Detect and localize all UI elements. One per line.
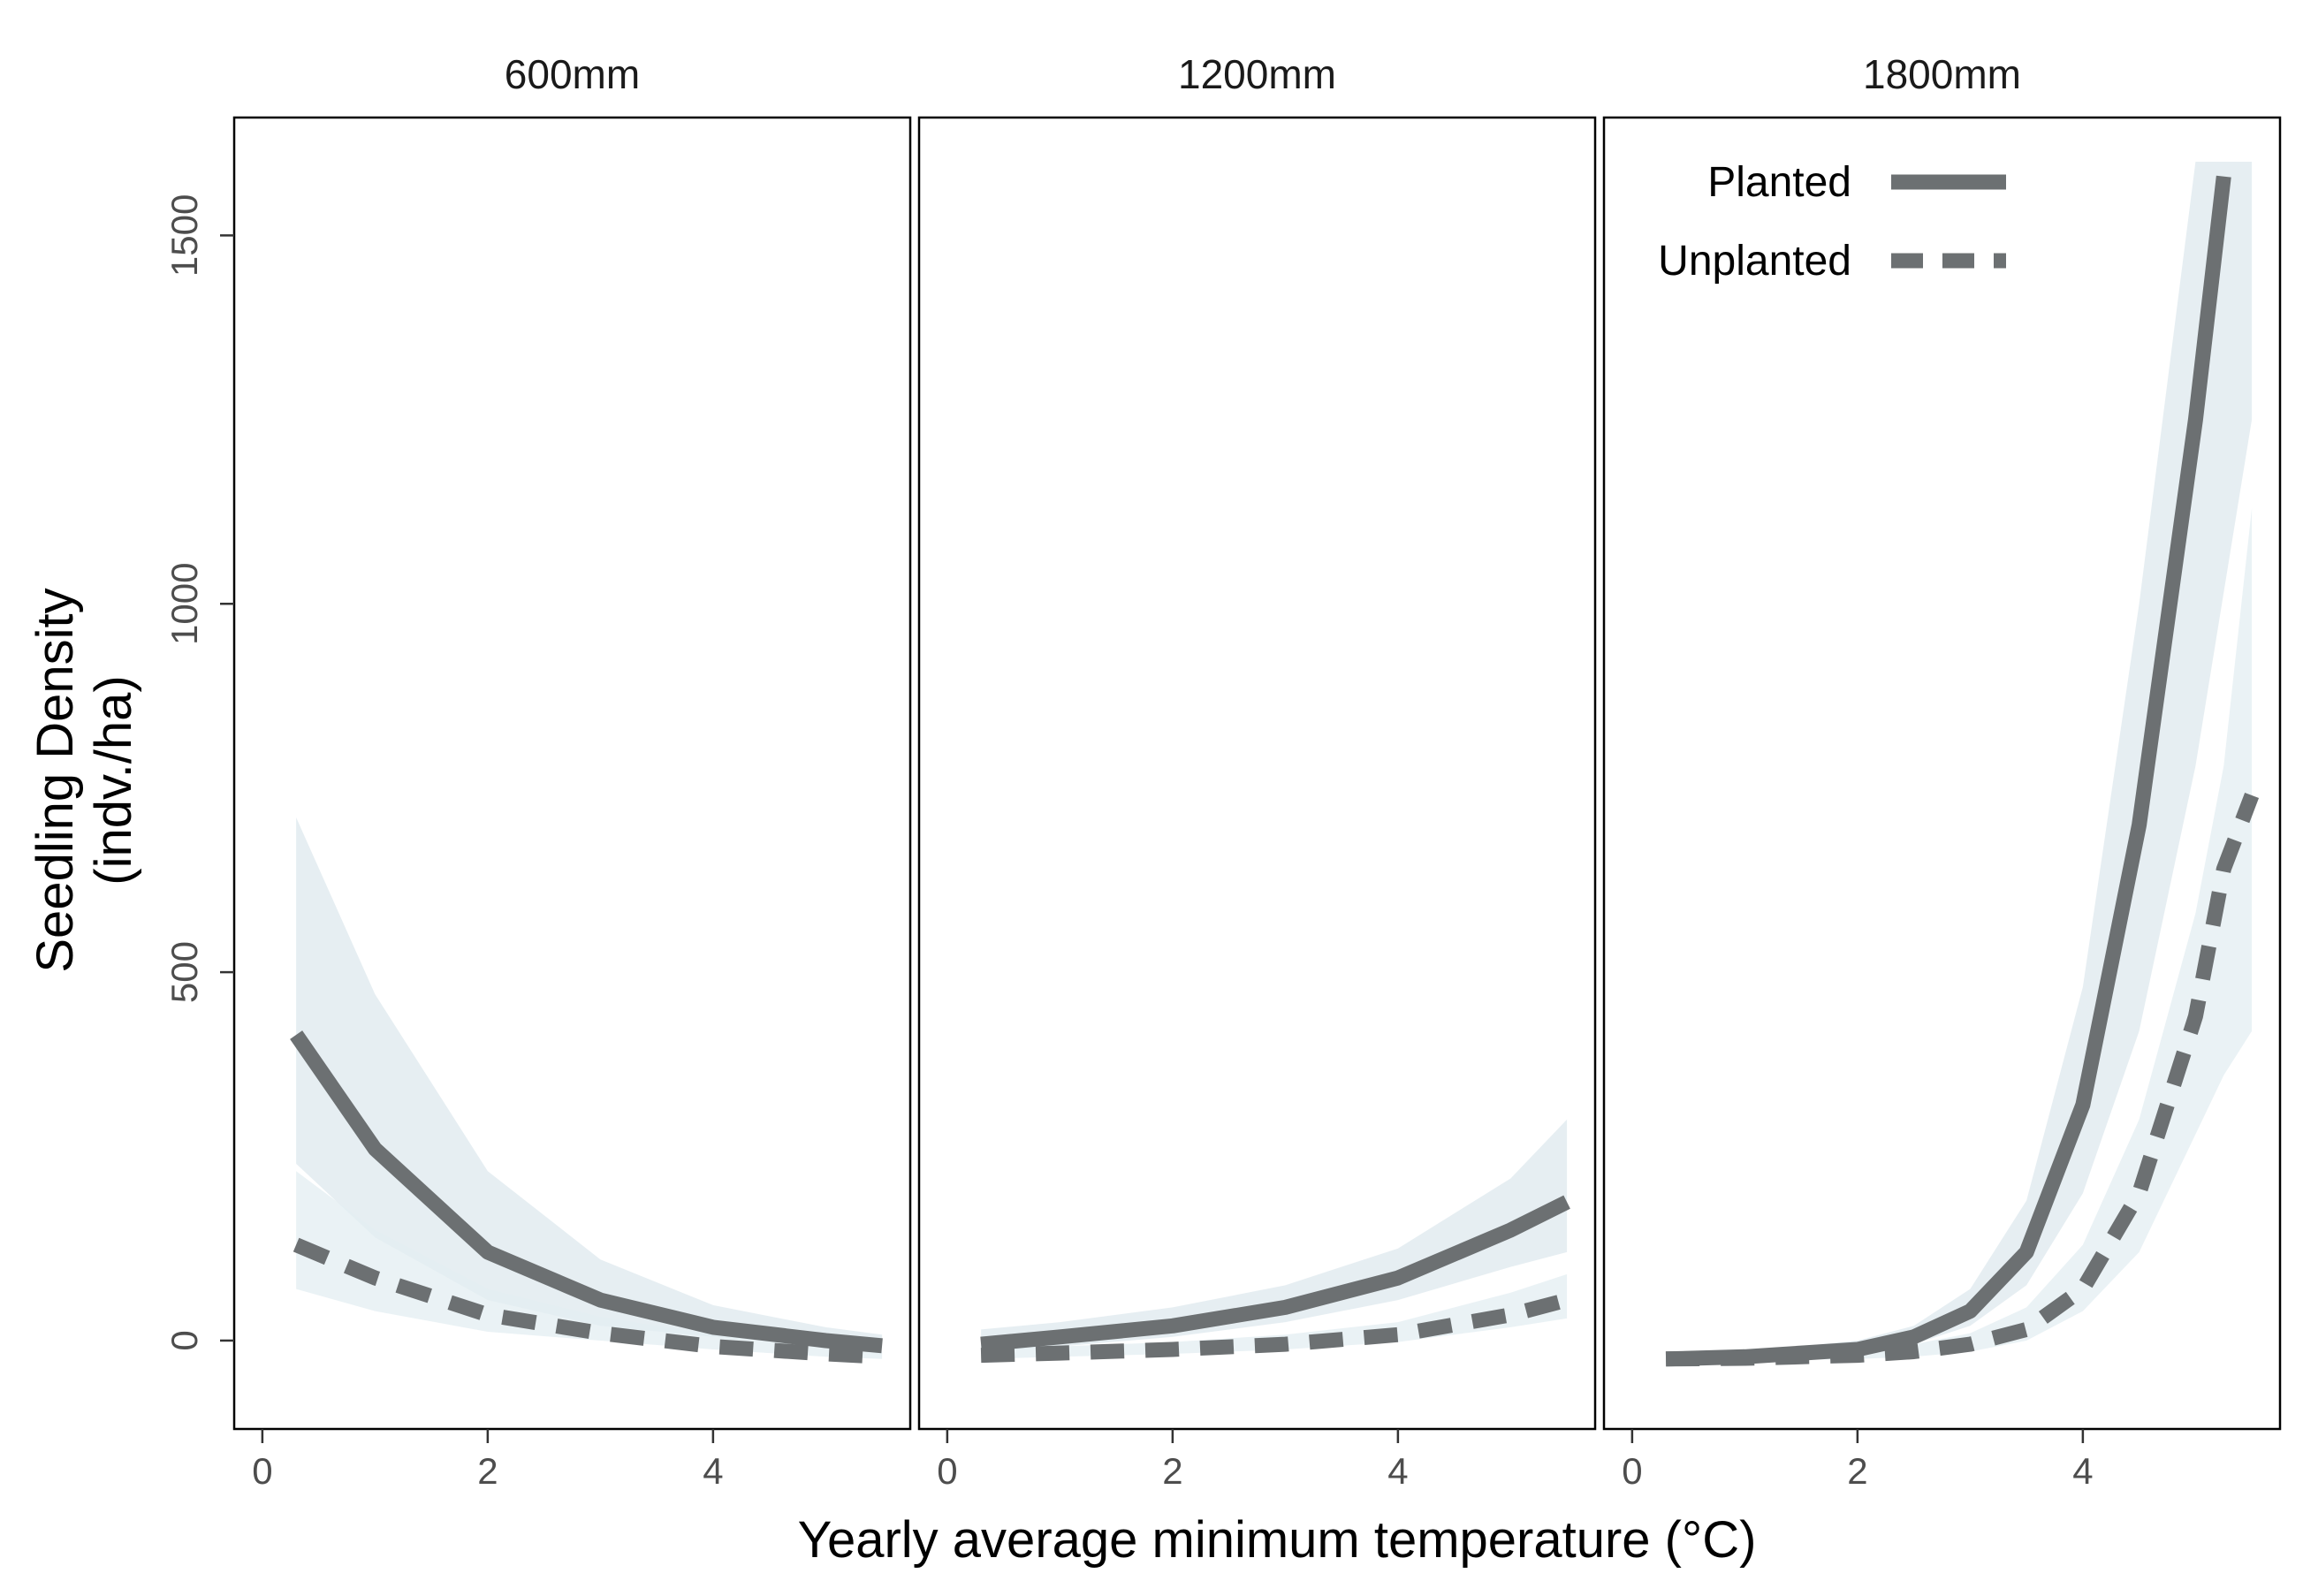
plot-area: [1665, 162, 2260, 1367]
facet-title: 1200mm: [1178, 51, 1336, 97]
series-line-unplanted: [980, 1292, 1570, 1364]
series-line-planted: [290, 1030, 883, 1354]
x-tick-label: 0: [937, 1450, 957, 1492]
y-tick-label: 500: [163, 941, 205, 1003]
series-line-unplanted: [1666, 792, 2260, 1367]
plot-area: [980, 1119, 1570, 1364]
panel-border: [917, 116, 1597, 1431]
x-tick-label: 2: [477, 1450, 498, 1492]
facet-panel-1: 600mm 0 2 4: [232, 51, 912, 1492]
confidence-ribbon-unplanted: [296, 1171, 883, 1359]
x-tick-label: 4: [703, 1450, 723, 1492]
legend-label-planted: Planted: [1707, 159, 1851, 206]
x-tick-label: 4: [2072, 1450, 2093, 1492]
y-axis-title-line1: Seedling Density: [27, 588, 84, 972]
panel-border: [232, 116, 912, 1431]
x-tick-label: 2: [1162, 1450, 1182, 1492]
x-axis-title: Yearly average minimum temperature (°C): [798, 1511, 1757, 1569]
series-line-planted: [980, 1195, 1570, 1352]
y-axis: 0 500 1000 1500: [163, 194, 234, 1351]
y-tick-label: 1000: [163, 563, 205, 645]
x-tick-label: 0: [1622, 1450, 1642, 1492]
facet-panel-3: 1800mm 0 2 4: [1602, 51, 2282, 1492]
x-tick-label: 4: [1387, 1450, 1408, 1492]
plot-area: [290, 817, 883, 1364]
y-tick-label: 1500: [163, 194, 205, 277]
facet-panels: 600mm 0 2 4 1200mm 0 2 4 1800mm 0 2 4: [232, 51, 2282, 1492]
facet-title: 600mm: [505, 51, 640, 97]
y-axis-title-line2: (indv./ha): [85, 675, 142, 885]
legend-label-unplanted: Unplanted: [1658, 238, 1851, 285]
y-tick-label: 0: [163, 1330, 205, 1350]
series-line-unplanted: [293, 1237, 883, 1364]
x-tick-label: 0: [252, 1450, 272, 1492]
facet-title: 1800mm: [1863, 51, 2021, 97]
confidence-ribbon-planted: [1666, 162, 2253, 1363]
panel-border: [1602, 116, 2282, 1431]
x-tick-label: 2: [1847, 1450, 1867, 1492]
legend: Planted Unplanted: [1658, 159, 2006, 285]
facet-panel-2: 1200mm 0 2 4: [917, 51, 1597, 1492]
